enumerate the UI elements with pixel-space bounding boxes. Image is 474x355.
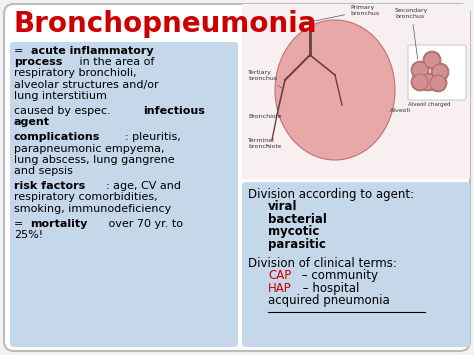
Text: in the area of: in the area of (76, 57, 155, 67)
Text: Primary
bronchus: Primary bronchus (313, 5, 379, 21)
Text: over 70 yr. to: over 70 yr. to (105, 219, 182, 229)
Text: mortality: mortality (31, 219, 88, 229)
Text: 25%!: 25%! (14, 230, 43, 240)
Text: smoking, immunodeficiency: smoking, immunodeficiency (14, 204, 171, 214)
Text: =: = (14, 219, 27, 229)
Circle shape (411, 61, 429, 79)
Text: Bronchiole: Bronchiole (248, 114, 282, 124)
Text: Division of clinical terms:: Division of clinical terms: (248, 257, 397, 270)
FancyBboxPatch shape (4, 4, 470, 351)
Text: CAP: CAP (268, 269, 291, 282)
Text: alveolar structures and/or: alveolar structures and/or (14, 80, 159, 89)
Text: caused by espec.: caused by espec. (14, 106, 114, 116)
Text: =: = (14, 46, 27, 56)
Text: bacterial: bacterial (268, 213, 327, 226)
Text: : age, CV and: : age, CV and (106, 181, 181, 191)
Text: lung abscess, lung gangrene: lung abscess, lung gangrene (14, 155, 174, 165)
Text: agent: agent (14, 117, 50, 127)
Text: Division according to agent:: Division according to agent: (248, 188, 414, 201)
Text: : pleuritis,: : pleuritis, (126, 132, 181, 142)
Circle shape (429, 74, 447, 92)
Text: acquired pneumonia: acquired pneumonia (268, 294, 390, 307)
Text: respiratory bronchioli,: respiratory bronchioli, (14, 69, 137, 78)
Text: Bronchopneumonia: Bronchopneumonia (14, 10, 318, 38)
Circle shape (420, 74, 436, 90)
Text: – community: – community (298, 269, 378, 282)
FancyBboxPatch shape (242, 182, 470, 347)
Text: Alveoli charged: Alveoli charged (408, 102, 450, 107)
Text: mycotic: mycotic (268, 225, 319, 239)
Circle shape (412, 74, 428, 90)
Text: process: process (14, 57, 63, 67)
Text: infectious: infectious (143, 106, 205, 116)
Text: viral: viral (268, 201, 298, 213)
Text: Tertiary
bronchus: Tertiary bronchus (248, 70, 283, 88)
Text: – hospital: – hospital (299, 282, 359, 295)
Text: lung interstitium: lung interstitium (14, 91, 107, 101)
Text: parapneumonic empyema,: parapneumonic empyema, (14, 144, 164, 154)
Circle shape (423, 51, 441, 69)
FancyBboxPatch shape (408, 45, 466, 100)
Text: respiratory comorbidities,: respiratory comorbidities, (14, 192, 158, 202)
Circle shape (424, 52, 440, 68)
Circle shape (411, 73, 429, 91)
Circle shape (431, 63, 449, 81)
Text: parasitic: parasitic (268, 238, 326, 251)
Text: HAP: HAP (268, 282, 292, 295)
Bar (242, 4, 470, 179)
Circle shape (412, 62, 428, 78)
Ellipse shape (275, 20, 395, 160)
Circle shape (419, 73, 437, 91)
Text: risk factors: risk factors (14, 181, 85, 191)
FancyBboxPatch shape (10, 42, 238, 347)
Circle shape (432, 64, 448, 80)
Text: Terminal
bronchiole: Terminal bronchiole (248, 138, 281, 149)
Text: and sepsis: and sepsis (14, 166, 73, 176)
Text: acute inflammatory: acute inflammatory (31, 46, 153, 56)
Text: complications: complications (14, 132, 100, 142)
Text: Alveoli: Alveoli (390, 108, 411, 113)
Text: Secondary
bronchus: Secondary bronchus (395, 8, 428, 59)
Circle shape (430, 75, 446, 91)
